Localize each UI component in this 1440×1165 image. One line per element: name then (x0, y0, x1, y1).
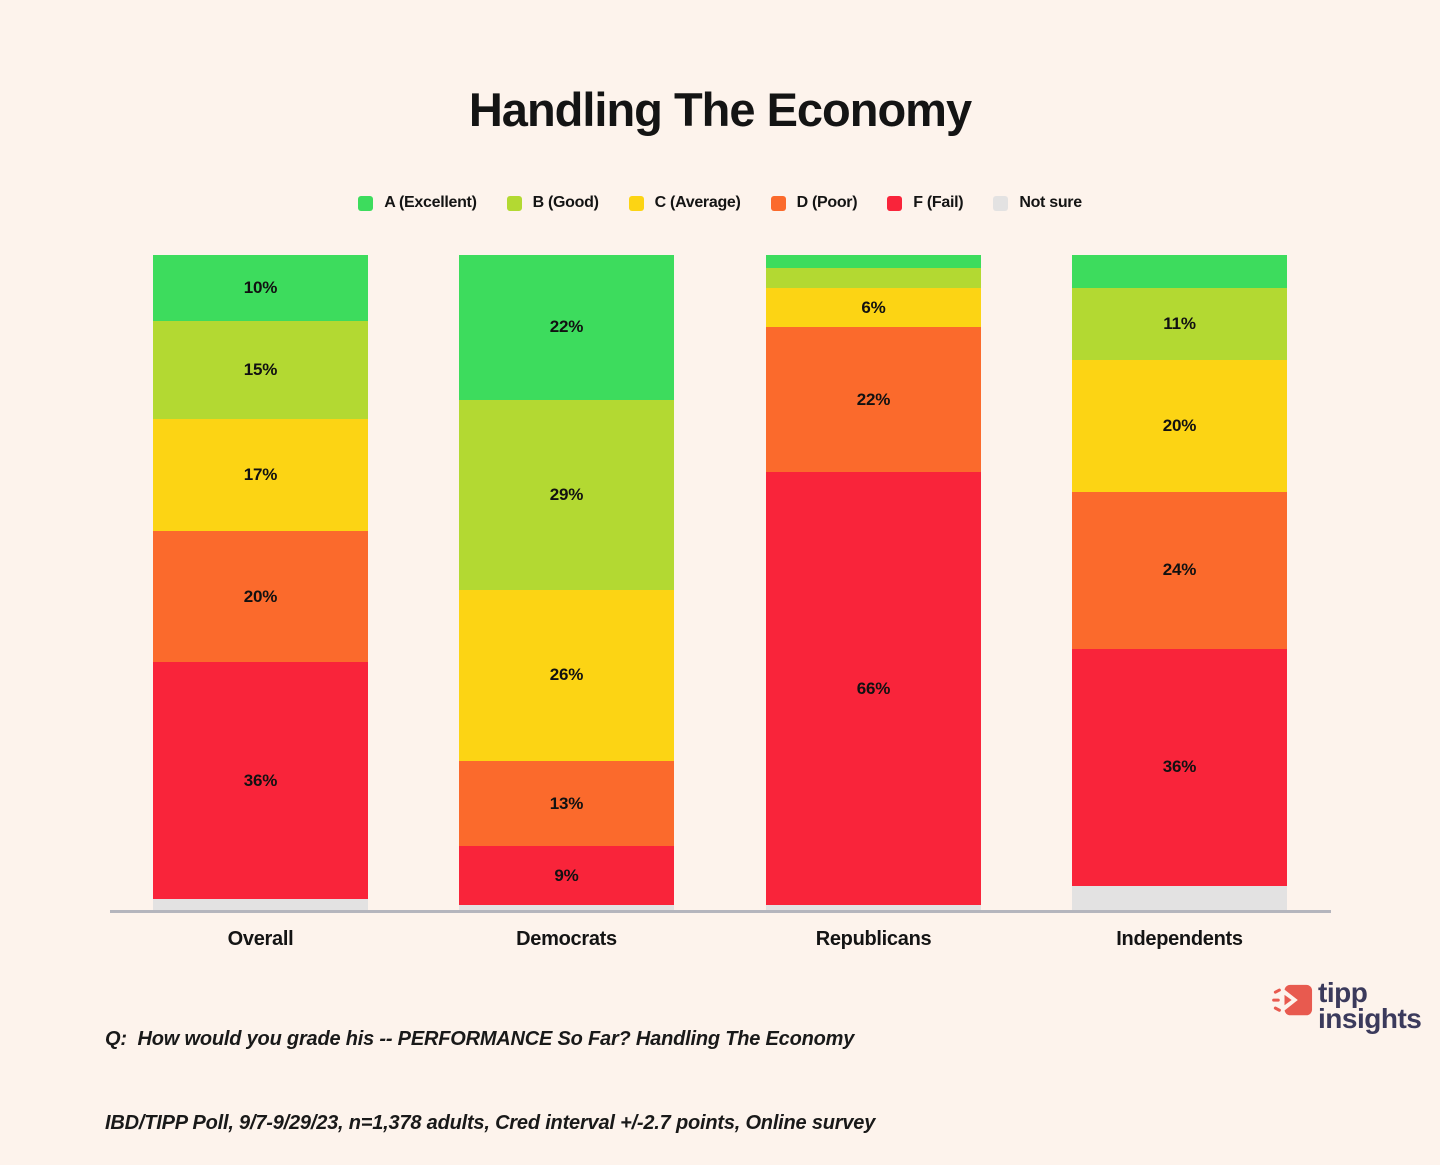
segment-independents-c-average: 20% (1072, 360, 1287, 492)
legend: A (Excellent) B (Good) C (Average) D (Poor)… (0, 194, 1440, 212)
legend-item-d-poor: D (Poor) (770, 194, 858, 212)
segment-independents-d-poor: 24% (1072, 491, 1287, 650)
segment-value-label: 26% (549, 665, 584, 685)
legend-label: F (Fail) (913, 194, 964, 211)
segment-value-label: 15% (243, 359, 278, 379)
footnote-source: IBD/TIPP Poll, 9/7-9/29/23, n=1,378 adul… (105, 1112, 876, 1134)
segment-value-label: 22% (856, 389, 891, 409)
segment-independents-not-sure (1072, 885, 1287, 912)
segment-republicans-a-excellent (766, 255, 981, 269)
segment-value-label: 36% (1162, 757, 1197, 777)
segment-republicans-c-average: 6% (766, 287, 981, 328)
legend-item-a-excellent: A (Excellent) (358, 194, 477, 212)
segment-value-label: 13% (549, 793, 584, 813)
bar-democrats: 22% 29% 26% 13% 9% (459, 255, 674, 912)
legend-swatch-icon (358, 195, 374, 211)
legend-label: A (Excellent) (384, 194, 477, 211)
x-axis-label-independents: Independents (1116, 928, 1243, 950)
segment-republicans-f-fail: 66% (766, 471, 981, 906)
segment-independents-a-excellent (1072, 255, 1287, 288)
legend-item-not-sure: Not sure (993, 194, 1082, 212)
legend-item-c-average: C (Average) (628, 194, 741, 212)
segment-value-label: 20% (243, 586, 278, 606)
legend-swatch-icon (628, 195, 644, 211)
legend-swatch-icon (770, 195, 786, 211)
footnote: Q: How would you grade his -- PERFORMANC… (105, 969, 875, 1165)
segment-independents-f-fail: 36% (1072, 649, 1287, 886)
segment-value-label: 6% (861, 297, 886, 317)
segment-democrats-c-average: 26% (459, 590, 674, 761)
legend-label: C (Average) (654, 194, 741, 211)
segment-value-label: 22% (549, 317, 584, 337)
legend-item-b-good: B (Good) (506, 194, 599, 212)
segment-value-label: 17% (243, 465, 278, 485)
segment-value-label: 24% (1162, 560, 1197, 580)
bar-overall: 10% 15% 17% 20% 36% (153, 255, 368, 912)
footnote-question: Q: How would you grade his -- PERFORMANC… (105, 1028, 855, 1050)
segment-democrats-a-excellent: 22% (459, 255, 674, 400)
segment-value-label: 11% (1163, 313, 1196, 333)
segment-independents-b-good: 11% (1072, 287, 1287, 361)
segment-overall-d-poor: 20% (153, 530, 368, 663)
segment-overall-a-excellent: 10% (153, 255, 368, 321)
segment-overall-b-good: 15% (153, 320, 368, 420)
segment-value-label: 20% (1162, 415, 1197, 435)
legend-label: D (Poor) (796, 194, 858, 211)
segment-value-label: 36% (243, 770, 278, 790)
plot-area: 10% 15% 17% 20% 36% 22% 29% 26% 13% 9% 6% 22% 66% 11%… (110, 255, 1331, 950)
segment-democrats-d-poor: 13% (459, 760, 674, 847)
legend-swatch-icon (506, 195, 522, 211)
logo-line-tipp: tipp (1318, 977, 1368, 1008)
x-axis-line (110, 910, 1331, 913)
megaphone-icon (1272, 984, 1313, 1016)
chart-title: Handling The Economy (468, 83, 972, 136)
segment-value-label: 10% (243, 277, 278, 297)
segment-democrats-f-fail: 9% (459, 846, 674, 906)
x-axis-label-overall: Overall (227, 928, 294, 950)
bar-republicans: 6% 22% 66% (766, 255, 981, 912)
segment-value-label: 66% (856, 678, 891, 698)
segment-republicans-not-sure (766, 905, 981, 912)
segment-republicans-b-good (766, 268, 981, 288)
bar-independents: 11% 20% 24% 36% (1072, 255, 1287, 912)
segment-democrats-b-good: 29% (459, 399, 674, 591)
legend-label: B (Good) (532, 194, 599, 211)
segment-overall-f-fail: 36% (153, 662, 368, 899)
segment-democrats-not-sure (459, 905, 674, 912)
logo-wordmark: tipp insights (1318, 977, 1422, 1034)
x-axis-label-republicans: Republicans (815, 928, 932, 950)
tipp-insights-logo: tipp insights (1272, 977, 1422, 1034)
x-axis-label-democrats: Democrats (516, 928, 617, 950)
segment-value-label: 9% (554, 865, 579, 885)
legend-swatch-icon (887, 195, 903, 211)
legend-item-f-fail: F (Fail) (887, 194, 964, 212)
segment-overall-c-average: 17% (153, 419, 368, 531)
segment-overall-not-sure (153, 898, 368, 912)
segment-value-label: 29% (549, 484, 584, 504)
logo-line-insights: insights (1318, 1003, 1422, 1034)
segment-republicans-d-poor: 22% (766, 327, 981, 472)
legend-swatch-icon (993, 195, 1009, 211)
legend-label: Not sure (1019, 194, 1082, 211)
